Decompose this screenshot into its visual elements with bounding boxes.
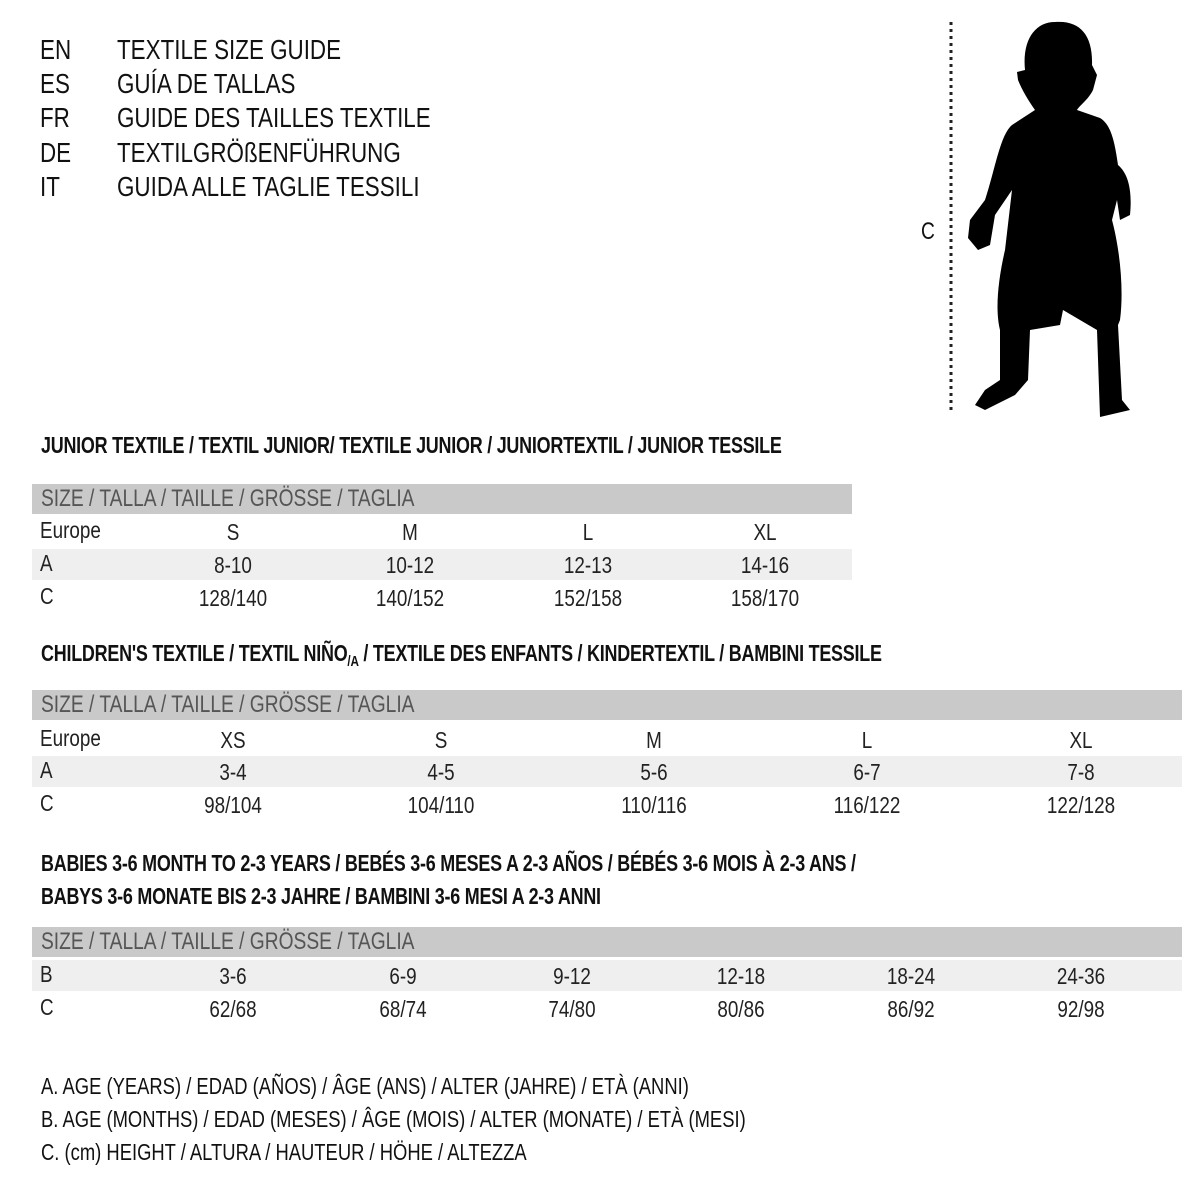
- size-cell: 10-12: [385, 552, 435, 578]
- lang-code: DE: [40, 137, 72, 168]
- row-label: A: [40, 757, 53, 783]
- child-silhouette-icon: [949, 21, 1131, 417]
- row-label: Europe: [40, 725, 101, 751]
- legend-b: B. AGE (MONTHS) / EDAD (MESES) / ÂGE (MO…: [41, 1106, 746, 1132]
- lang-code: FR: [40, 102, 70, 133]
- row-label: Europe: [40, 517, 101, 543]
- babies-section-title-line2: BABYS 3-6 MONATE BIS 2-3 JAHRE / BAMBINI…: [41, 883, 601, 909]
- size-cell: 5-6: [640, 759, 668, 785]
- shaded-row-bg: [32, 756, 1182, 787]
- lang-code: EN: [40, 34, 72, 65]
- legend-c: C. (cm) HEIGHT / ALTURA / HAUTEUR / HÖHE…: [41, 1139, 527, 1165]
- size-cell: 7-8: [1067, 759, 1095, 785]
- babies-section-title-line1: BABIES 3-6 MONTH TO 2-3 YEARS / BEBÉS 3-…: [41, 850, 856, 876]
- size-cell: 110/116: [621, 792, 687, 818]
- size-cell: 6-7: [853, 759, 881, 785]
- lang-title: GUIDE DES TAILLES TEXTILE: [117, 102, 431, 133]
- size-cell: 128/140: [198, 585, 268, 611]
- size-cell: S: [226, 519, 240, 545]
- size-cell: S: [434, 727, 448, 753]
- size-cell: 86/92: [887, 996, 935, 1022]
- size-cell: XS: [220, 727, 246, 753]
- size-cell: 3-4: [219, 759, 247, 785]
- shaded-row-bg: [32, 960, 1182, 991]
- size-cell: L: [582, 519, 594, 545]
- lang-code: IT: [40, 171, 60, 202]
- junior-section-title: JUNIOR TEXTILE / TEXTIL JUNIOR/ TEXTILE …: [41, 432, 782, 458]
- size-cell: 62/68: [209, 996, 257, 1022]
- size-cell: 104/110: [407, 792, 475, 818]
- size-cell: 12-13: [563, 552, 613, 578]
- row-label: B: [40, 961, 53, 987]
- height-measure-label: C: [921, 218, 935, 245]
- size-cell: M: [402, 519, 418, 545]
- size-cell: 116/122: [833, 792, 901, 818]
- size-cell: L: [861, 727, 873, 753]
- size-cell: 122/128: [1046, 792, 1116, 818]
- size-cell: 12-18: [716, 963, 766, 989]
- size-cell: 6-9: [389, 963, 417, 989]
- size-cell: 24-36: [1056, 963, 1106, 989]
- size-cell: XL: [753, 519, 777, 545]
- size-cell: 152/158: [553, 585, 623, 611]
- row-label: A: [40, 550, 53, 576]
- size-cell: 92/98: [1057, 996, 1105, 1022]
- size-cell: 14-16: [740, 552, 790, 578]
- size-cell: 140/152: [375, 585, 445, 611]
- row-label: C: [40, 583, 54, 609]
- size-cell: 8-10: [214, 552, 252, 578]
- row-label: C: [40, 790, 54, 816]
- row-label: C: [40, 994, 54, 1020]
- size-cell: 4-5: [427, 759, 455, 785]
- size-cell: 80/86: [717, 996, 765, 1022]
- lang-code: ES: [40, 68, 70, 99]
- lang-title: TEXTILE SIZE GUIDE: [117, 34, 342, 65]
- size-cell: 3-6: [219, 963, 247, 989]
- legend-a: A. AGE (YEARS) / EDAD (AÑOS) / ÂGE (ANS)…: [41, 1073, 689, 1099]
- size-cell: M: [646, 727, 662, 753]
- babies-size-header: SIZE / TALLA / TAILLE / GRÖSSE / TAGLIA: [32, 927, 1182, 957]
- size-cell: 158/170: [730, 585, 800, 611]
- size-cell: 98/104: [204, 792, 262, 818]
- size-cell: 18-24: [886, 963, 936, 989]
- size-cell: XL: [1069, 727, 1093, 753]
- shaded-row-bg: [32, 549, 852, 580]
- size-cell: 68/74: [379, 996, 427, 1022]
- children-size-header: SIZE / TALLA / TAILLE / GRÖSSE / TAGLIA: [32, 690, 1182, 720]
- lang-title: GUIDA ALLE TAGLIE TESSILI: [117, 171, 420, 202]
- size-cell: 9-12: [553, 963, 591, 989]
- junior-size-header: SIZE / TALLA / TAILLE / GRÖSSE / TAGLIA: [32, 484, 852, 514]
- children-section-title: CHILDREN'S TEXTILE / TEXTIL NIÑO/A / TEX…: [41, 640, 882, 670]
- size-cell: 74/80: [548, 996, 596, 1022]
- lang-title: GUÍA DE TALLAS: [117, 68, 296, 99]
- lang-title: TEXTILGRÖßENFÜHRUNG: [117, 137, 401, 168]
